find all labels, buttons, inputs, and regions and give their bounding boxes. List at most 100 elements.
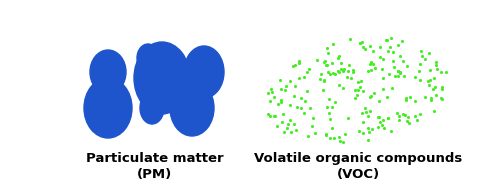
Point [295,76,303,79]
Ellipse shape [137,44,159,72]
Point [301,99,309,102]
Point [375,115,383,118]
Point [270,96,277,99]
Point [387,129,395,132]
Point [351,89,359,92]
Point [413,119,420,122]
Point [418,55,425,58]
Point [277,101,285,104]
Point [339,87,347,90]
Point [283,85,290,88]
Point [337,62,345,65]
Point [286,118,294,121]
Point [321,59,328,62]
Point [328,61,336,64]
Point [323,64,330,67]
Point [305,67,313,70]
Point [271,114,278,117]
Point [404,64,411,67]
Point [394,70,401,73]
Point [329,72,337,75]
Point [281,89,289,92]
Point [273,125,281,128]
Point [326,117,334,120]
Point [432,93,440,96]
Point [367,94,375,97]
Point [421,95,429,98]
Point [346,38,353,41]
Point [368,127,376,130]
Point [379,87,387,90]
Point [268,91,276,94]
Ellipse shape [184,46,224,98]
Point [291,63,299,66]
Point [335,70,343,73]
Point [345,64,353,67]
Point [371,67,378,70]
Point [280,130,288,133]
Point [374,126,382,129]
Point [432,61,440,64]
Point [335,57,342,60]
Point [376,56,384,59]
Point [358,41,365,44]
Point [368,68,375,71]
Point [432,64,440,67]
Point [402,97,409,100]
Point [279,113,287,116]
Point [291,123,299,126]
Point [382,39,390,42]
Point [389,51,397,54]
Point [278,121,286,124]
Point [277,98,285,101]
Point [385,72,393,75]
Point [402,99,410,102]
Point [356,86,364,89]
Point [362,110,370,113]
Point [326,136,334,139]
Point [443,71,450,74]
Point [384,116,392,119]
Point [324,106,331,109]
Point [376,121,384,124]
Point [317,73,324,76]
Point [417,50,425,53]
Point [349,68,357,71]
Point [343,76,350,79]
Point [380,58,387,61]
Point [349,70,357,73]
Point [323,47,330,50]
Point [370,62,377,65]
Point [320,79,327,82]
Point [320,78,327,81]
Point [303,89,311,92]
Point [341,132,349,135]
Point [390,66,398,69]
Point [366,44,373,47]
Point [303,71,311,74]
Point [296,60,303,63]
Point [438,70,445,74]
Point [394,112,401,115]
Point [415,70,423,73]
Point [283,126,290,129]
Point [312,132,319,135]
Point [430,109,437,112]
Point [339,140,347,143]
Point [389,59,396,62]
Point [344,69,352,72]
Ellipse shape [134,42,190,114]
Point [370,91,378,94]
Point [407,95,414,98]
Point [392,74,399,77]
Point [383,39,391,42]
Point [320,60,328,63]
Point [290,95,298,98]
Point [383,95,391,98]
Point [367,61,374,64]
Point [395,44,402,47]
Point [430,77,437,80]
Point [378,123,385,126]
Point [365,115,372,118]
Point [356,42,364,45]
